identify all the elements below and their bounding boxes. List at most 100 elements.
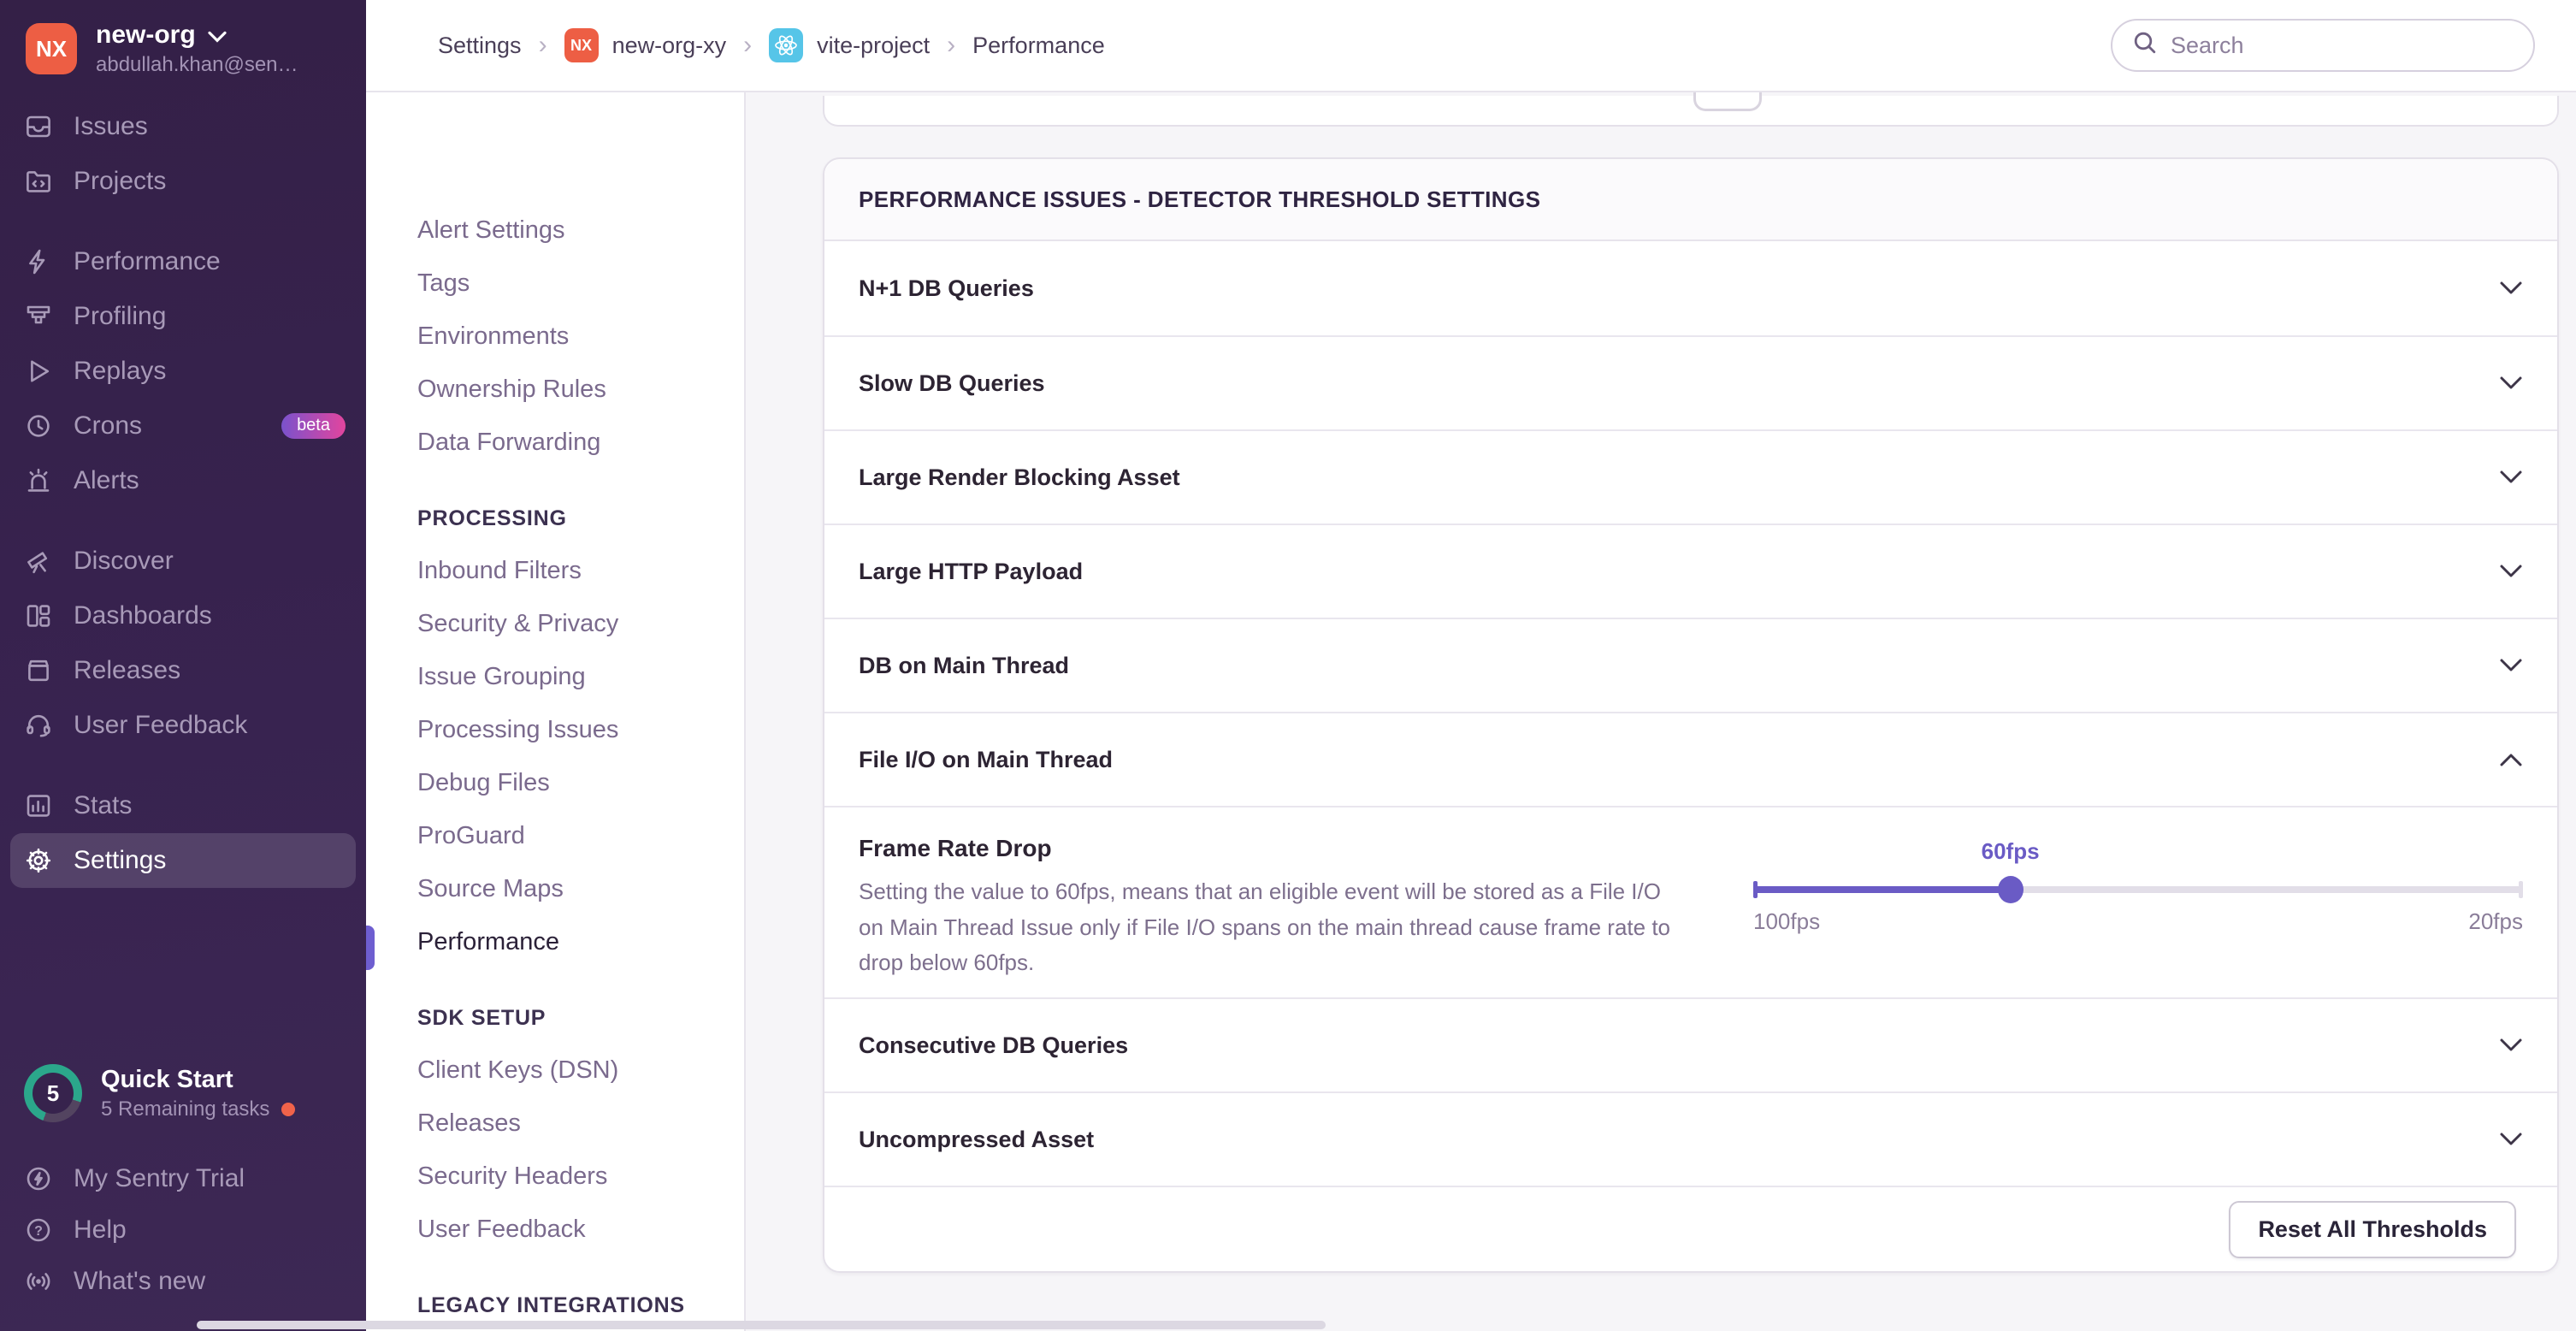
gear-icon <box>24 846 53 875</box>
detector-row-large-render-blocking-asset[interactable]: Large Render Blocking Asset <box>824 429 2557 524</box>
slider-value-label: 60fps <box>1981 838 2040 864</box>
breadcrumb-separator: › <box>743 31 753 59</box>
nav-item-environments[interactable]: Environments <box>417 322 570 350</box>
nav-item-tags[interactable]: Tags <box>417 269 470 297</box>
nav-section-processing: PROCESSING <box>417 506 567 530</box>
quick-start[interactable]: 5 Quick Start 5 Remaining tasks <box>0 1050 366 1136</box>
nav-item-proguard[interactable]: ProGuard <box>417 821 525 849</box>
slider-min-label: 100fps <box>1753 908 1821 934</box>
panel-footer: Reset All Thresholds <box>824 1186 2557 1271</box>
nav-item-releases[interactable]: Releases <box>417 1109 521 1137</box>
sidebar-item-releases[interactable]: Releases <box>0 643 366 698</box>
detector-row-file-io-on-main-thread[interactable]: File I/O on Main Thread <box>824 712 2557 806</box>
sidebar-item-help[interactable]: ? Help <box>0 1204 366 1256</box>
sidebar-item-stats[interactable]: Stats <box>0 778 366 833</box>
frame-rate-drop-label: Frame Rate Drop <box>859 835 1052 861</box>
main-content: PERFORMANCE ISSUES - DETECTOR THRESHOLD … <box>746 92 2576 1331</box>
quick-start-title: Quick Start <box>101 1065 233 1093</box>
sidebar-item-user-feedback[interactable]: User Feedback <box>0 698 366 753</box>
nav-item-debug-files[interactable]: Debug Files <box>417 768 550 796</box>
slider-track[interactable] <box>1753 876 2523 903</box>
siren-icon <box>24 466 53 495</box>
nav-item-processing-issues[interactable]: Processing Issues <box>417 715 619 743</box>
sidebar-item-dashboards[interactable]: Dashboards <box>0 589 366 643</box>
nav-item-client-keys[interactable]: Client Keys (DSN) <box>417 1056 619 1084</box>
reset-all-thresholds-button[interactable]: Reset All Thresholds <box>2229 1200 2516 1258</box>
sidebar-footer: My Sentry Trial ? Help What's new <box>0 1153 366 1307</box>
chevron-down-icon[interactable] <box>2499 564 2523 579</box>
quick-start-subtitle: 5 Remaining tasks <box>101 1097 270 1121</box>
nav-item-performance[interactable]: Performance <box>417 927 560 955</box>
frame-rate-drop-section: Frame Rate Drop Setting the value to 60f… <box>824 806 2557 997</box>
nav-item-inbound-filters[interactable]: Inbound Filters <box>417 556 582 584</box>
sidebar-item-my-sentry-trial[interactable]: My Sentry Trial <box>0 1153 366 1204</box>
sidebar-item-issues[interactable]: Issues <box>0 99 366 154</box>
dashboard-grid-icon <box>24 601 53 630</box>
sidebar-item-label: Stats <box>74 791 133 819</box>
sidebar-item-profiling[interactable]: Profiling <box>0 289 366 344</box>
nav-item-security-privacy[interactable]: Security & Privacy <box>417 609 619 637</box>
chevron-down-icon[interactable] <box>2499 1038 2523 1053</box>
slider-thumb[interactable] <box>1997 876 2024 903</box>
nav-item-data-forwarding[interactable]: Data Forwarding <box>417 428 601 456</box>
breadcrumb-settings[interactable]: Settings <box>438 32 522 58</box>
search-icon <box>2133 30 2157 62</box>
search-input[interactable] <box>2171 32 2513 59</box>
breadcrumb-org[interactable]: NX new-org-xy <box>564 28 726 62</box>
chevron-up-icon[interactable] <box>2499 752 2523 767</box>
detector-row-label: File I/O on Main Thread <box>859 746 1114 772</box>
sidebar-item-performance[interactable]: Performance <box>0 234 366 289</box>
box-icon <box>24 656 53 685</box>
org-email: abdullah.khan@sen… <box>96 53 298 76</box>
nav-item-issue-grouping[interactable]: Issue Grouping <box>417 662 586 690</box>
chevron-down-icon <box>208 21 227 50</box>
sidebar-item-label: Discover <box>74 547 174 575</box>
nav-item-user-feedback[interactable]: User Feedback <box>417 1215 586 1243</box>
sidebar-item-alerts[interactable]: Alerts <box>0 453 366 508</box>
chevron-down-icon[interactable] <box>2499 1132 2523 1147</box>
detector-row-db-on-main-thread[interactable]: DB on Main Thread <box>824 618 2557 712</box>
detector-row-n-plus-one-db-queries[interactable]: N+1 DB Queries <box>824 241 2557 335</box>
frame-rate-slider: 60fps 100fps 20fps <box>1753 835 2523 973</box>
sidebar-item-crons[interactable]: Crons beta <box>0 399 366 453</box>
detector-row-consecutive-db-queries[interactable]: Consecutive DB Queries <box>824 997 2557 1091</box>
chevron-down-icon[interactable] <box>2499 658 2523 673</box>
org-badge: NX <box>564 28 599 62</box>
chevron-down-icon[interactable] <box>2499 470 2523 485</box>
sidebar-item-discover[interactable]: Discover <box>0 534 366 589</box>
org-name: new-org <box>96 21 196 49</box>
sidebar-item-projects[interactable]: Projects <box>0 154 366 209</box>
search-box[interactable] <box>2111 19 2535 72</box>
breadcrumb-project[interactable]: vite-project <box>769 28 930 62</box>
play-icon <box>24 357 53 386</box>
org-meta: new-org abdullah.khan@sen… <box>96 21 298 77</box>
profiling-icon <box>24 302 53 331</box>
org-switcher[interactable]: NX new-org abdullah.khan@sen… <box>0 0 366 94</box>
sidebar-item-label: Profiling <box>74 302 167 330</box>
nav-item-security-headers[interactable]: Security Headers <box>417 1162 608 1190</box>
nav-item-alert-settings[interactable]: Alert Settings <box>417 216 565 244</box>
sidebar-item-label: Issues <box>74 112 148 140</box>
sidebar-item-label: Help <box>74 1216 127 1244</box>
detector-row-uncompressed-asset[interactable]: Uncompressed Asset <box>824 1091 2557 1186</box>
nav-item-ownership-rules[interactable]: Ownership Rules <box>417 375 606 403</box>
slider-left-tick <box>1753 881 1758 898</box>
detector-row-label: Large HTTP Payload <box>859 558 1084 584</box>
chevron-down-icon[interactable] <box>2499 376 2523 391</box>
sidebar-item-whats-new[interactable]: What's new <box>0 1256 366 1307</box>
horizontal-scrollbar-thumb[interactable] <box>197 1321 1326 1329</box>
sidebar-item-replays[interactable]: Replays <box>0 344 366 399</box>
active-item-indicator <box>366 926 375 970</box>
lightning-icon <box>24 247 53 276</box>
trial-lightning-icon <box>24 1164 53 1193</box>
sidebar-item-settings[interactable]: Settings <box>10 833 356 888</box>
chevron-down-icon[interactable] <box>2499 281 2523 296</box>
top-bar: Settings › NX new-org-xy › vite-project … <box>366 0 2576 92</box>
help-icon: ? <box>24 1216 53 1245</box>
nav-item-source-maps[interactable]: Source Maps <box>417 874 564 902</box>
detector-row-large-http-payload[interactable]: Large HTTP Payload <box>824 524 2557 618</box>
scrolled-panel-fragment <box>823 92 2559 127</box>
settings-nav: Alert Settings Tags Environments Ownersh… <box>366 92 746 1331</box>
detector-row-slow-db-queries[interactable]: Slow DB Queries <box>824 335 2557 429</box>
